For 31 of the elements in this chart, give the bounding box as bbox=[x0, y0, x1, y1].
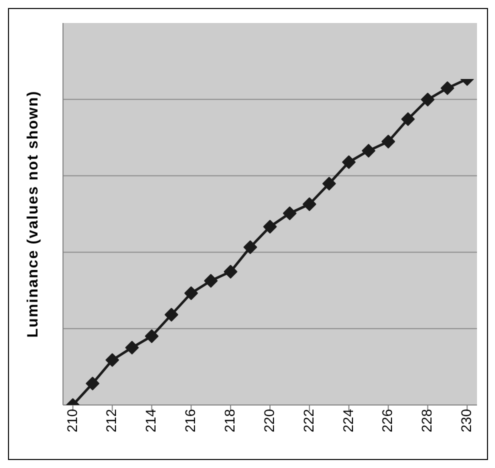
point bbox=[144, 329, 158, 343]
point bbox=[282, 206, 296, 220]
point bbox=[401, 112, 415, 126]
x-tick-label: 226 bbox=[379, 408, 396, 432]
point bbox=[204, 274, 218, 288]
x-tick-label: 214 bbox=[142, 408, 159, 432]
x-tick-label: 230 bbox=[458, 408, 474, 432]
point bbox=[302, 197, 316, 211]
point bbox=[125, 340, 139, 354]
point bbox=[263, 220, 277, 234]
point bbox=[322, 176, 336, 190]
point bbox=[106, 353, 120, 367]
x-tick-label: 222 bbox=[300, 408, 316, 432]
x-tick-label: 210 bbox=[64, 408, 80, 432]
point bbox=[164, 308, 178, 322]
point bbox=[86, 376, 100, 390]
point bbox=[362, 144, 376, 158]
point bbox=[342, 155, 356, 169]
y-axis-title: Luminance (values not shown) bbox=[24, 90, 42, 338]
point bbox=[184, 286, 198, 300]
point bbox=[382, 134, 396, 148]
point bbox=[420, 92, 434, 106]
x-tick-label: 220 bbox=[260, 408, 277, 432]
x-tick-label: 218 bbox=[222, 408, 238, 432]
point bbox=[440, 81, 454, 95]
x-tick-label: 216 bbox=[182, 408, 198, 432]
x-tick-label: 212 bbox=[103, 408, 120, 432]
point bbox=[224, 264, 238, 278]
x-tick-label: 228 bbox=[418, 408, 435, 432]
x-tick-label: 224 bbox=[340, 408, 356, 432]
point bbox=[244, 240, 258, 254]
